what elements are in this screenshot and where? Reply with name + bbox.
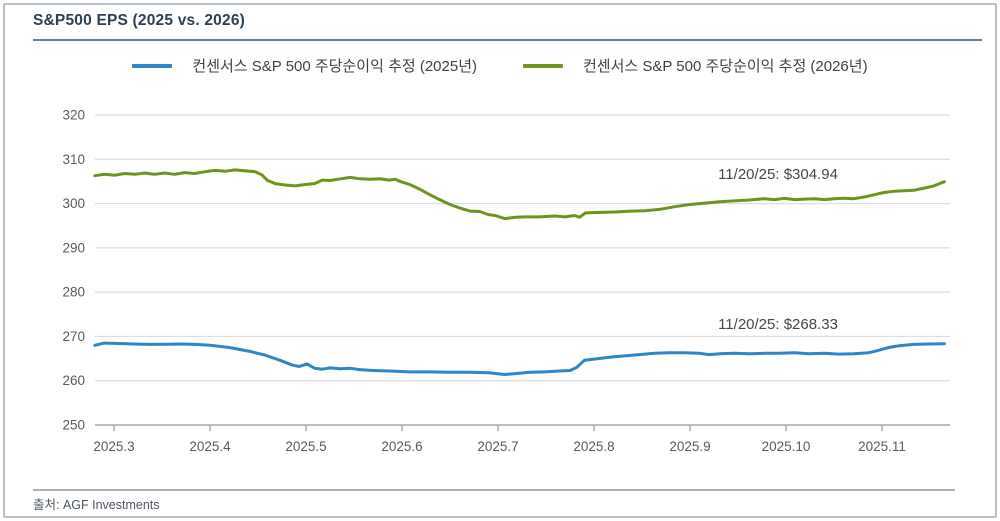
y-tick-label: 270 — [62, 329, 85, 344]
legend-label-2026: 컨센서스 S&P 500 주당순이익 추정 (2026년) — [583, 58, 868, 75]
last-value-label-2025: 11/20/25: $268.33 — [718, 316, 838, 333]
chart-panel: S&P500 EPS (2025 vs. 2026) 컨센서스 S&P 500 … — [3, 3, 997, 518]
legend-item-2025: 컨센서스 S&P 500 주당순이익 추정 (2025년) — [132, 55, 477, 76]
data-series — [93, 168, 946, 376]
x-tick-label: 2025.6 — [381, 439, 422, 454]
legend-swatch-2026 — [523, 63, 563, 68]
chart-legend: 컨센서스 S&P 500 주당순이익 추정 (2025년) 컨센서스 S&P 5… — [5, 55, 995, 76]
x-tick-label: 2025.4 — [189, 439, 231, 454]
y-axis-labels: 320 310 300 290 280 270 260 250 — [62, 108, 85, 433]
x-tick-label: 2025.10 — [762, 439, 811, 454]
gridlines — [95, 114, 950, 426]
title-divider — [33, 39, 982, 41]
chart-title: S&P500 EPS (2025 vs. 2026) — [33, 12, 246, 29]
y-tick-label: 290 — [62, 240, 85, 255]
source-attribution: 출처: AGF Investments — [33, 498, 160, 512]
series-line-2026 — [93, 168, 946, 221]
y-tick-label: 280 — [62, 285, 85, 300]
legend-item-2026: 컨센서스 S&P 500 주당순이익 추정 (2026년) — [523, 55, 868, 76]
series-line-2025 — [93, 341, 946, 376]
x-tick-label: 2025.11 — [858, 439, 906, 454]
y-tick-label: 320 — [62, 108, 85, 123]
legend-swatch-2025 — [132, 63, 173, 68]
y-tick-label: 250 — [62, 418, 85, 433]
x-axis: 2025.3 2025.4 2025.5 2025.6 2025.7 2025.8 2025… — [93, 425, 906, 454]
legend-label-2025: 컨센서스 S&P 500 주당순이익 추정 (2025년) — [192, 58, 477, 75]
x-tick-label: 2025.5 — [285, 439, 326, 454]
y-tick-label: 300 — [62, 196, 85, 211]
annotations: 11/20/25: $304.94 11/20/25: $268.33 — [718, 166, 838, 333]
y-tick-label: 310 — [62, 152, 85, 167]
x-tick-label: 2025.3 — [93, 439, 134, 454]
last-value-label-2026: 11/20/25: $304.94 — [718, 166, 838, 183]
x-tick-label: 2025.8 — [573, 439, 614, 454]
x-tick-label: 2025.7 — [477, 439, 518, 454]
footer-divider — [33, 489, 955, 491]
y-tick-label: 260 — [62, 373, 85, 388]
x-tick-label: 2025.9 — [669, 439, 710, 454]
